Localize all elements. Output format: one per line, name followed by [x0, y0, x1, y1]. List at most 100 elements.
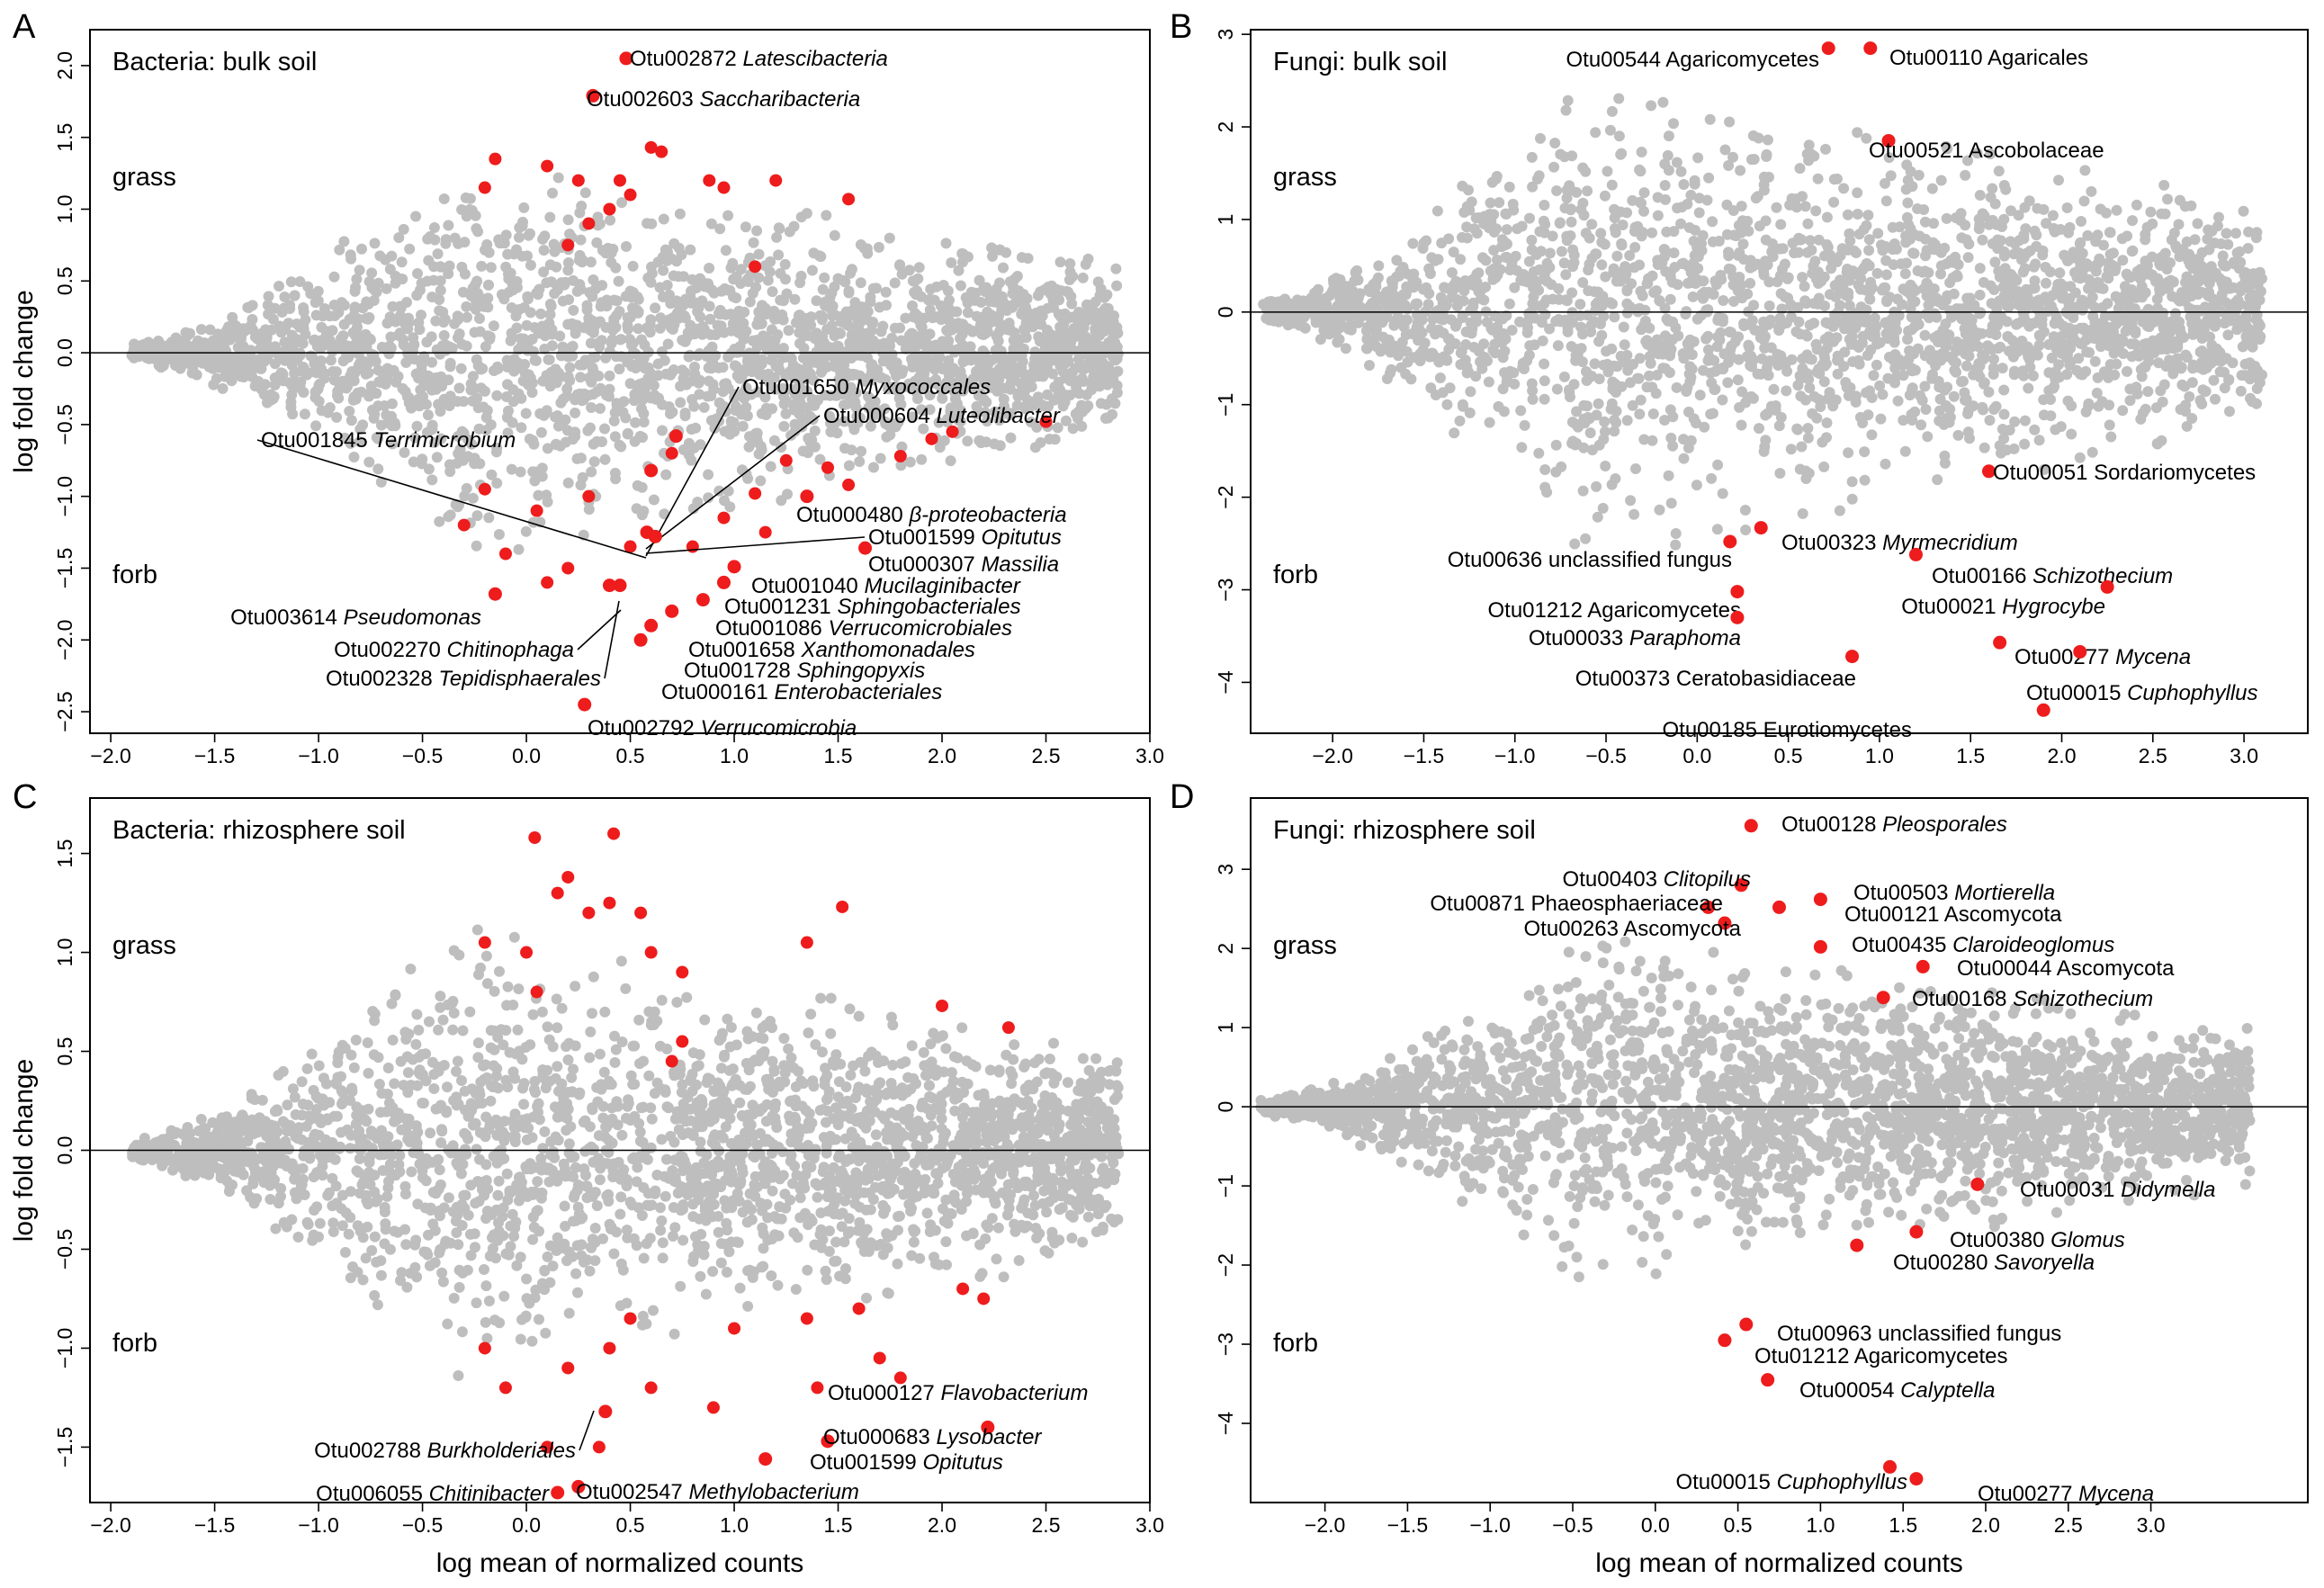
otu-id: Otu00403 — [1563, 867, 1664, 892]
labelled-point — [1744, 819, 1758, 833]
taxon-name: Terrimicrobium — [373, 428, 516, 453]
taxon-name: Sphingopyxis — [796, 659, 925, 683]
labelled-point — [1718, 916, 1732, 930]
red-point — [561, 561, 575, 575]
otu-id: Otu00166 — [1932, 564, 2032, 588]
labelled-point — [1813, 939, 1827, 954]
y-tick-label: −4 — [1214, 1412, 1237, 1435]
point-label: Otu001040 Mucilaginibacter — [751, 574, 1021, 598]
y-tick-label: 0 — [1214, 306, 1237, 318]
otu-id: Otu001599 — [810, 1450, 922, 1475]
taxon-name: Methylobacterium — [688, 1480, 858, 1504]
point-label: Otu003614 Pseudomonas — [230, 606, 481, 630]
otu-id: Otu00031 — [2020, 1178, 2121, 1202]
panel-letter: A — [13, 8, 36, 46]
labelled-point — [668, 429, 683, 444]
x-tick-label: 1.5 — [824, 744, 853, 767]
red-point — [644, 946, 658, 959]
y-tick-label: 2 — [1214, 121, 1237, 133]
otu-id: Otu00544 — [1566, 48, 1666, 72]
labelled-point — [1863, 41, 1878, 56]
red-point — [561, 238, 575, 252]
y-tick-label: −1.0 — [53, 1328, 76, 1368]
leader-line — [256, 439, 647, 559]
x-tick-label: 1.0 — [720, 1513, 749, 1537]
taxon-name: Ascomycota — [2057, 956, 2175, 981]
leader-line — [645, 386, 740, 557]
red-point — [520, 946, 534, 959]
point-label: Otu00121 Ascomycota — [1844, 902, 2062, 927]
labelled-point — [613, 579, 627, 593]
labelled-point — [981, 1420, 995, 1434]
point-label: Otu002872 Latescibacteria — [630, 47, 888, 71]
taxon-name: Paraphoma — [1629, 626, 1741, 650]
group-label-grass: grass — [1273, 931, 1337, 960]
otu-id: Otu00636 — [1448, 548, 1548, 572]
y-tick-label: −2.0 — [53, 620, 76, 660]
red-point — [530, 504, 543, 517]
labelled-point — [1908, 547, 1923, 561]
x-tick-label: −1.0 — [1494, 744, 1535, 767]
y-tick-label: −4 — [1214, 670, 1237, 694]
otu-id: Otu00044 — [1957, 956, 2057, 981]
red-point — [728, 1322, 741, 1335]
point-label: Otu001728 Sphingopyxis — [684, 659, 925, 683]
panel-letter: D — [1170, 778, 1194, 816]
labelled-point — [1970, 1177, 1985, 1191]
red-point — [769, 174, 783, 187]
point-label: Otu002328 Tepidisphaerales — [326, 667, 601, 691]
leader-line — [579, 1410, 595, 1451]
labelled-point — [1909, 1225, 1924, 1239]
taxon-name: Verrucomicrobia — [700, 716, 857, 740]
point-label: Otu00503 Mortierella — [1853, 881, 2055, 905]
point-label: Otu00403 Clitopilus — [1563, 867, 1751, 892]
labelled-point — [1701, 900, 1716, 914]
group-label-forb: forb — [1273, 1329, 1318, 1358]
labelled-point — [1916, 959, 1930, 973]
otu-id: Otu00015 — [2026, 681, 2127, 705]
x-tick-label: −1.5 — [194, 1513, 235, 1537]
y-axis-label: log fold change — [9, 1059, 39, 1243]
point-label: Otu001599 Opitutus — [810, 1450, 1003, 1475]
otu-id: Otu00128 — [1781, 812, 1882, 837]
labelled-point — [800, 489, 814, 504]
otu-id: Otu002603 — [587, 87, 699, 112]
labelled-point — [648, 529, 662, 543]
red-point — [665, 446, 678, 460]
x-tick-label: −1.5 — [1387, 1513, 1428, 1537]
highlight-points — [457, 140, 1053, 589]
x-tick-label: 0.0 — [512, 1513, 541, 1537]
red-point — [811, 1381, 824, 1395]
labelled-point — [2036, 703, 2050, 717]
x-tick-label: 2.0 — [928, 744, 956, 767]
y-tick-label: 0 — [1214, 1101, 1237, 1113]
panel-B: Otu00544 Agaricomycetes Otu00110 Agarical… — [1170, 8, 2309, 767]
y-tick-label: −1.5 — [53, 1427, 76, 1467]
group-label-forb: forb — [112, 561, 157, 589]
otu-id: Otu00521 — [1869, 139, 1969, 163]
point-label: Otu00521 Ascobolaceae — [1869, 139, 2104, 163]
labelled-point — [1909, 1472, 1924, 1486]
y-tick-label: −2 — [1214, 486, 1237, 509]
red-point — [528, 830, 542, 844]
labelled-point — [586, 88, 600, 103]
taxon-name: Tepidisphaerales — [438, 667, 601, 691]
red-point — [749, 487, 762, 500]
taxon-name: Myxococcales — [855, 375, 991, 399]
labelled-point — [2100, 579, 2114, 594]
red-point — [478, 1341, 491, 1355]
red-point — [457, 518, 471, 532]
x-tick-label: 3.0 — [2230, 744, 2258, 767]
otu-id: Otu001231 — [724, 595, 837, 619]
point-label: Otu001086 Verrucomicrobiales — [715, 616, 1012, 641]
x-tick-label: −2.0 — [1312, 744, 1352, 767]
labelled-point — [1730, 585, 1745, 599]
taxon-name: unclassified fungus — [1548, 548, 1732, 572]
x-tick-label: 2.5 — [2139, 744, 2167, 767]
taxon-name: Opitutus — [981, 525, 1061, 550]
red-point — [478, 936, 491, 949]
labelled-point — [1813, 893, 1827, 907]
point-label: Otu001845 Terrimicrobium — [261, 428, 516, 453]
red-point — [551, 886, 564, 900]
otu-id: Otu00380 — [1950, 1228, 2050, 1252]
